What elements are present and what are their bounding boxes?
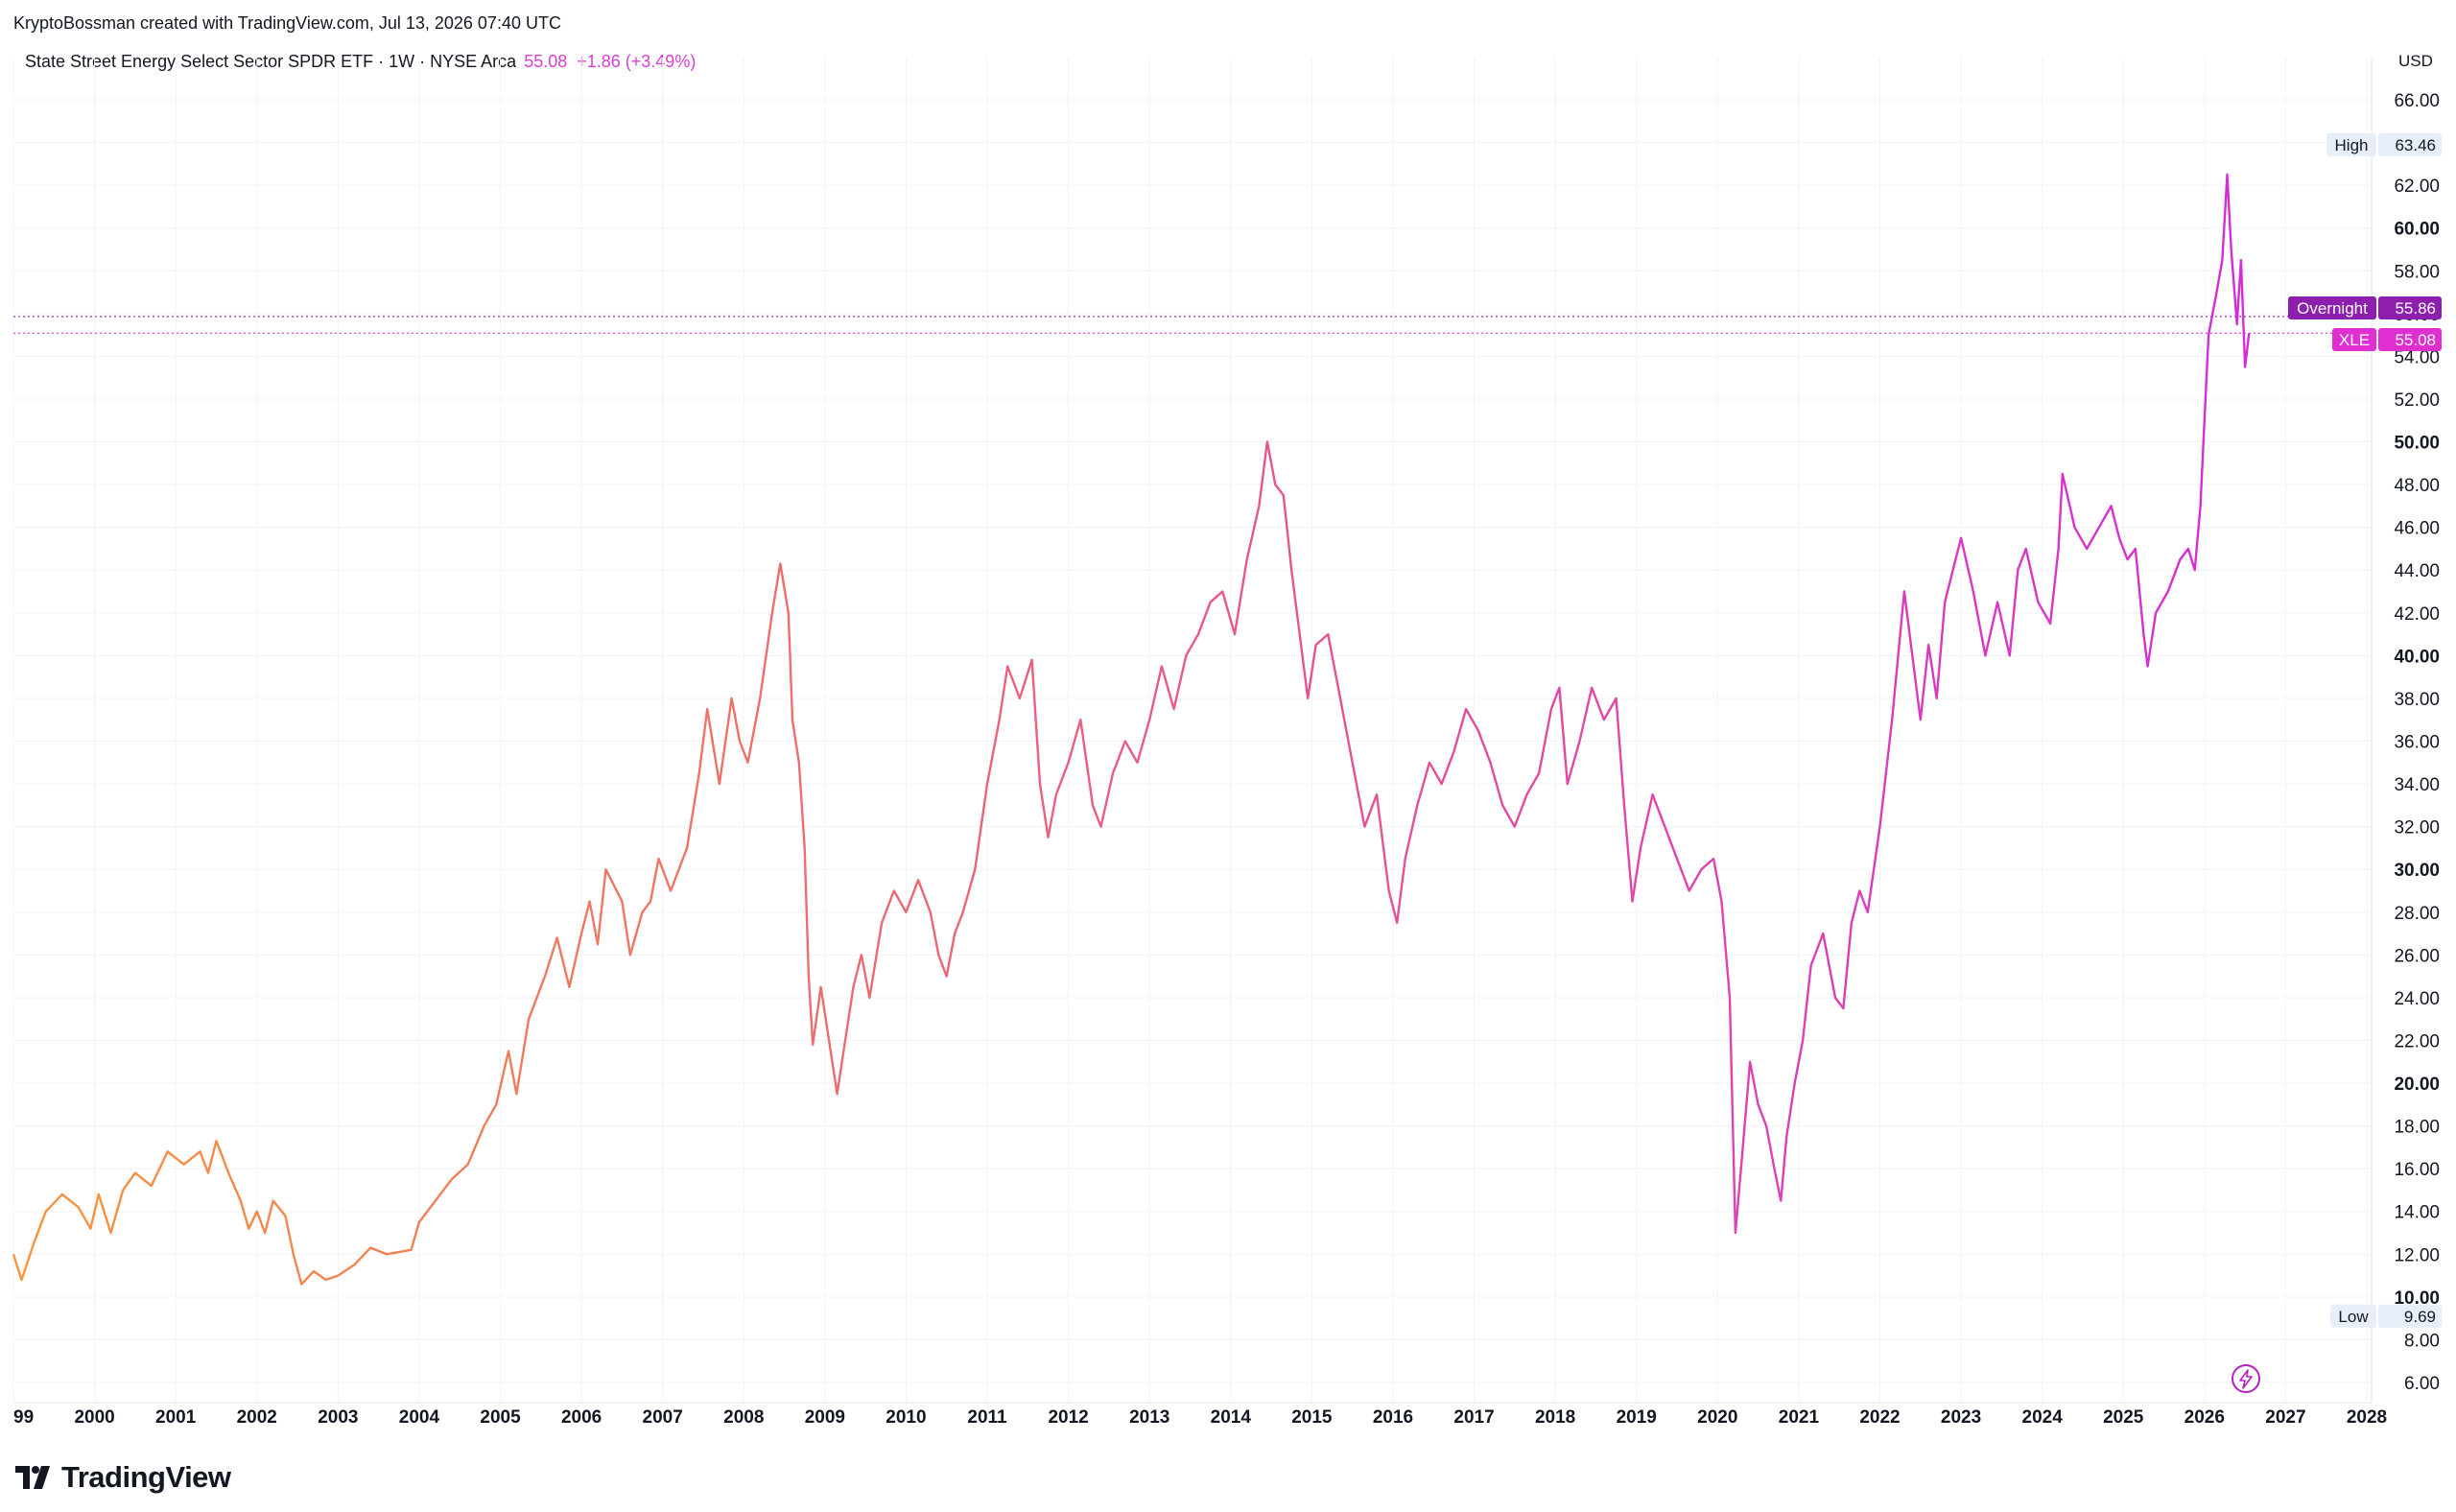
- last-price-tag-value-bg: [2378, 328, 2442, 352]
- last-price-tag-label-bg: [2332, 328, 2376, 352]
- y-tick-label: 26.00: [2394, 946, 2440, 966]
- x-tick-label: 2014: [1211, 1407, 1252, 1428]
- y-tick-label: 58.00: [2394, 262, 2440, 282]
- y-tick-label: 44.00: [2394, 561, 2440, 581]
- x-tick-label: 2023: [1941, 1407, 1981, 1428]
- overnight-tag-label: Overnight: [2297, 299, 2368, 318]
- y-tick-label: 22.00: [2394, 1031, 2440, 1051]
- tradingview-logo[interactable]: TradingView: [15, 1460, 231, 1495]
- y-tick-label: 10.00: [2394, 1288, 2440, 1309]
- x-tick-label: 2026: [2184, 1407, 2225, 1428]
- price-axis[interactable]: 66.0064.0062.0060.0058.0056.0054.0052.00…: [2394, 91, 2440, 1394]
- y-tick-label: 20.00: [2394, 1075, 2440, 1095]
- x-tick-label: 2010: [886, 1407, 926, 1428]
- y-tick-label: 8.00: [2404, 1331, 2440, 1351]
- x-tick-label: 2011: [967, 1407, 1007, 1428]
- lightning-icon[interactable]: [2232, 1364, 2260, 1393]
- tradingview-logo-text: TradingView: [61, 1460, 231, 1494]
- x-tick-label: 2020: [1697, 1407, 1737, 1428]
- x-tick-label: 99: [13, 1407, 34, 1428]
- x-tick-label: 2004: [399, 1407, 440, 1428]
- x-tick-label: 2013: [1129, 1407, 1169, 1428]
- x-tick-label: 2015: [1291, 1407, 1333, 1428]
- y-tick-label: 14.00: [2394, 1203, 2440, 1223]
- overnight-tag-label-bg: [2288, 296, 2376, 320]
- high-tag-label-bg: [2326, 132, 2376, 156]
- y-tick-label: 50.00: [2394, 434, 2440, 454]
- high-tag-label: High: [2335, 136, 2369, 154]
- chart-credit: KryptoBossman created with TradingView.c…: [13, 13, 561, 33]
- x-tick-label: 2006: [561, 1407, 602, 1428]
- tradingview-logo-icon: [15, 1466, 50, 1489]
- high-tag-value: 63.46: [2395, 136, 2436, 154]
- low-tag-value-bg: [2378, 1304, 2442, 1328]
- x-tick-label: 2018: [1535, 1407, 1575, 1428]
- series-line-xle: [12, 173, 2251, 1286]
- low-tag-label-bg: [2330, 1304, 2376, 1328]
- x-tick-label: 2002: [237, 1407, 277, 1428]
- x-tick-label: 2008: [723, 1407, 764, 1428]
- overnight-tag-value: 55.86: [2395, 299, 2436, 318]
- y-tick-label: 54.00: [2394, 347, 2440, 367]
- overnight-tag-value-bg: [2378, 296, 2442, 320]
- currency-label[interactable]: USD: [2398, 52, 2433, 70]
- x-tick-label: 2005: [480, 1407, 521, 1428]
- x-tick-label: 2000: [74, 1407, 114, 1428]
- x-tick-label: 2003: [318, 1407, 358, 1428]
- symbol-legend[interactable]: State Street Energy Select Sector SPDR E…: [25, 52, 696, 72]
- y-tick-label: 30.00: [2394, 861, 2440, 881]
- x-tick-label: 2016: [1373, 1407, 1413, 1428]
- y-tick-label: 24.00: [2394, 989, 2440, 1009]
- y-tick-label: 48.00: [2394, 476, 2440, 496]
- y-tick-label: 52.00: [2394, 390, 2440, 411]
- y-tick-label: 28.00: [2394, 904, 2440, 924]
- y-tick-label: 38.00: [2394, 690, 2440, 710]
- y-tick-label: 12.00: [2394, 1245, 2440, 1265]
- y-tick-label: 60.00: [2394, 220, 2440, 240]
- y-tick-label: 32.00: [2394, 818, 2440, 839]
- y-tick-label: 34.00: [2394, 775, 2440, 795]
- x-tick-label: 2012: [1048, 1407, 1088, 1428]
- y-tick-label: 18.00: [2394, 1118, 2440, 1138]
- price-change: +1.86 (+3.49%): [577, 52, 697, 71]
- y-tick-label: 62.00: [2394, 177, 2440, 197]
- time-axis[interactable]: 99 2000 2001 2002 2003 2004 2005 2006 2007 2008 20…: [13, 1407, 2387, 1428]
- y-tick-label: 66.00: [2394, 91, 2440, 111]
- low-tag-value: 9.69: [2404, 1308, 2436, 1326]
- y-tick-label: 36.00: [2394, 733, 2440, 753]
- x-tick-label: 2007: [643, 1407, 683, 1428]
- axis-tags: High 63.46 Low 9.69 Overnight 55.86 XLE 55.08: [2288, 132, 2442, 1328]
- y-tick-label: 42.00: [2394, 604, 2440, 625]
- x-tick-label: 2009: [805, 1407, 845, 1428]
- low-tag-label: Low: [2338, 1308, 2369, 1326]
- x-tick-label: 2027: [2265, 1407, 2305, 1428]
- last-price-tag-value: 55.08: [2395, 331, 2436, 349]
- x-tick-label: 2017: [1453, 1407, 1494, 1428]
- y-tick-label: 6.00: [2404, 1374, 2440, 1394]
- symbol-description: State Street Energy Select Sector SPDR E…: [25, 52, 517, 71]
- x-tick-label: 2021: [1779, 1407, 1820, 1428]
- x-tick-label: 2022: [1859, 1407, 1900, 1428]
- x-tick-label: 2019: [1617, 1407, 1657, 1428]
- chart-grid: [12, 58, 2372, 1403]
- high-tag-value-bg: [2378, 132, 2442, 156]
- last-price-tag-label: XLE: [2339, 331, 2370, 349]
- x-tick-label: 2001: [155, 1407, 197, 1428]
- y-tick-label: 46.00: [2394, 519, 2440, 539]
- y-tick-label: 40.00: [2394, 647, 2440, 667]
- x-tick-label: 2025: [2103, 1407, 2144, 1428]
- last-price: 55.08: [524, 52, 568, 71]
- x-tick-label: 2024: [2022, 1407, 2064, 1428]
- price-lines: [13, 316, 2372, 334]
- y-tick-label: 16.00: [2394, 1160, 2440, 1180]
- x-tick-label: 2028: [2347, 1407, 2387, 1428]
